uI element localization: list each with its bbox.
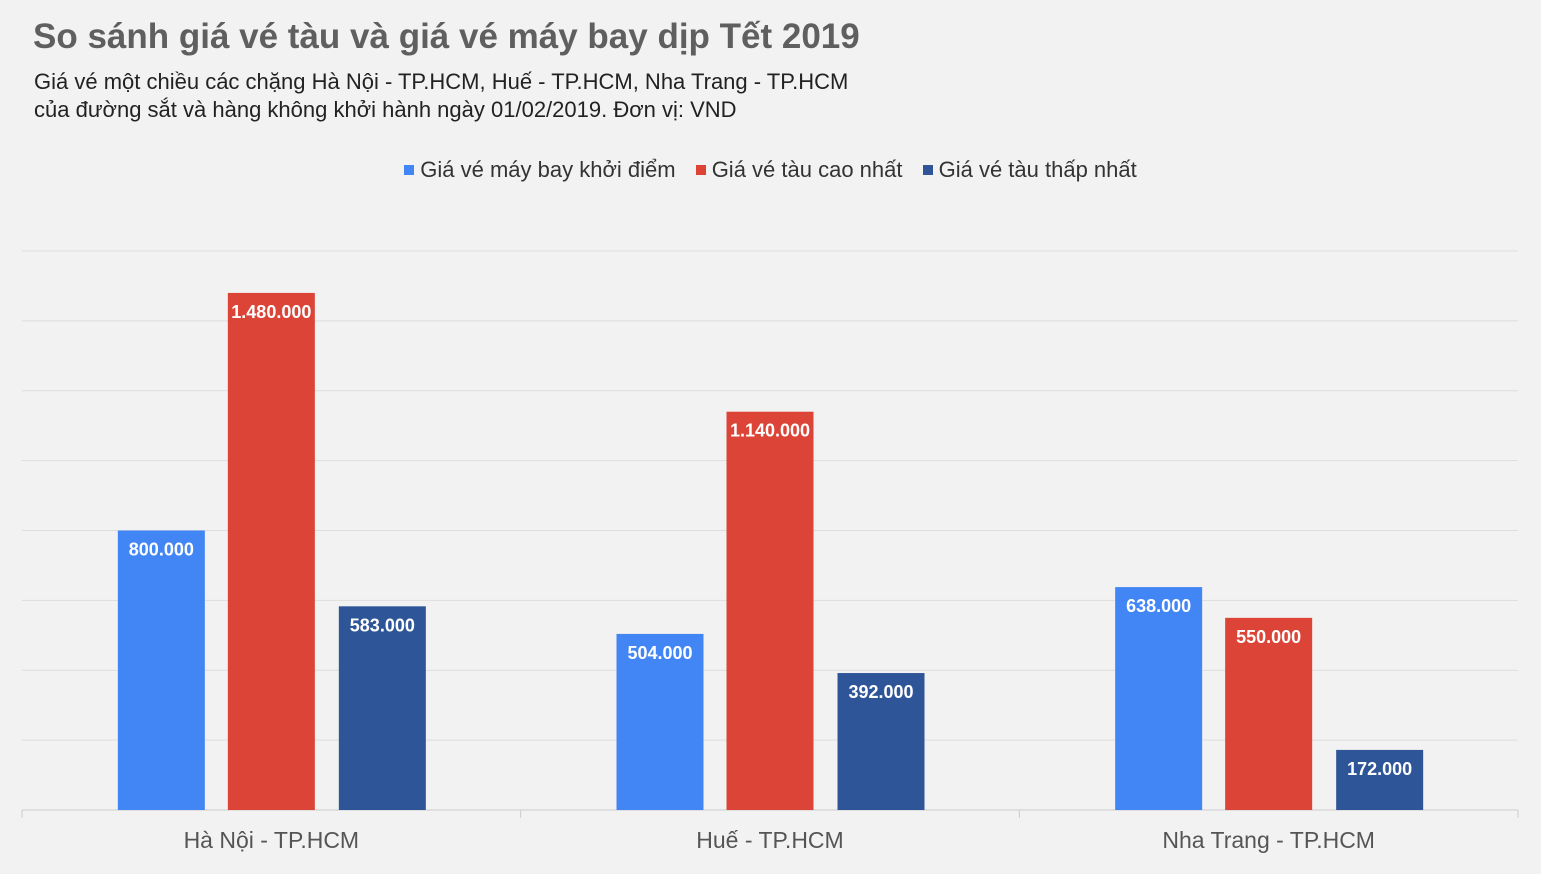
- legend-swatch: [922, 165, 933, 175]
- bar: [227, 292, 315, 810]
- legend-swatch: [695, 165, 706, 175]
- data-label: 1.480.000: [231, 302, 311, 322]
- chart-subtitle-line-2: của đường sắt và hàng không khởi hành ng…: [34, 97, 737, 122]
- chart-title: So sánh giá vé tàu và giá vé máy bay dịp…: [33, 17, 860, 56]
- data-label: 583.000: [350, 615, 415, 635]
- bar: [616, 633, 704, 810]
- bar: [1225, 617, 1313, 810]
- legend-label: Giá vé máy bay khởi điểm: [420, 157, 676, 182]
- data-label: 800.000: [129, 540, 194, 560]
- bar: [1115, 587, 1203, 810]
- legend-swatch: [404, 165, 415, 175]
- bar: [837, 673, 925, 810]
- bar: [338, 606, 426, 810]
- legend-item-flight[interactable]: Giá vé máy bay khởi điểm: [404, 157, 676, 183]
- x-tick-label: Nha Trang - TP.HCM: [1162, 827, 1375, 853]
- legend: Giá vé máy bay khởi điểm Giá vé tàu cao …: [0, 157, 1541, 183]
- data-label: 1.140.000: [730, 421, 810, 441]
- data-label: 638.000: [1126, 596, 1191, 616]
- legend-label: Giá vé tàu thấp nhất: [938, 157, 1137, 182]
- bar: [1336, 749, 1424, 810]
- bar: [117, 530, 205, 810]
- x-tick-label: Huế - TP.HCM: [696, 827, 843, 853]
- legend-item-train-min[interactable]: Giá vé tàu thấp nhất: [922, 157, 1137, 183]
- x-tick-label: Hà Nội - TP.HCM: [184, 827, 360, 853]
- data-label: 172.000: [1347, 759, 1412, 779]
- legend-label: Giá vé tàu cao nhất: [711, 157, 903, 182]
- bar: [726, 411, 814, 810]
- chart-subtitle-line-1: Giá vé một chiều các chặng Hà Nội - TP.H…: [34, 69, 849, 94]
- data-label: 392.000: [848, 682, 913, 702]
- data-label: 504.000: [627, 643, 692, 663]
- data-label: 550.000: [1236, 627, 1301, 647]
- legend-item-train-max[interactable]: Giá vé tàu cao nhất: [695, 157, 903, 183]
